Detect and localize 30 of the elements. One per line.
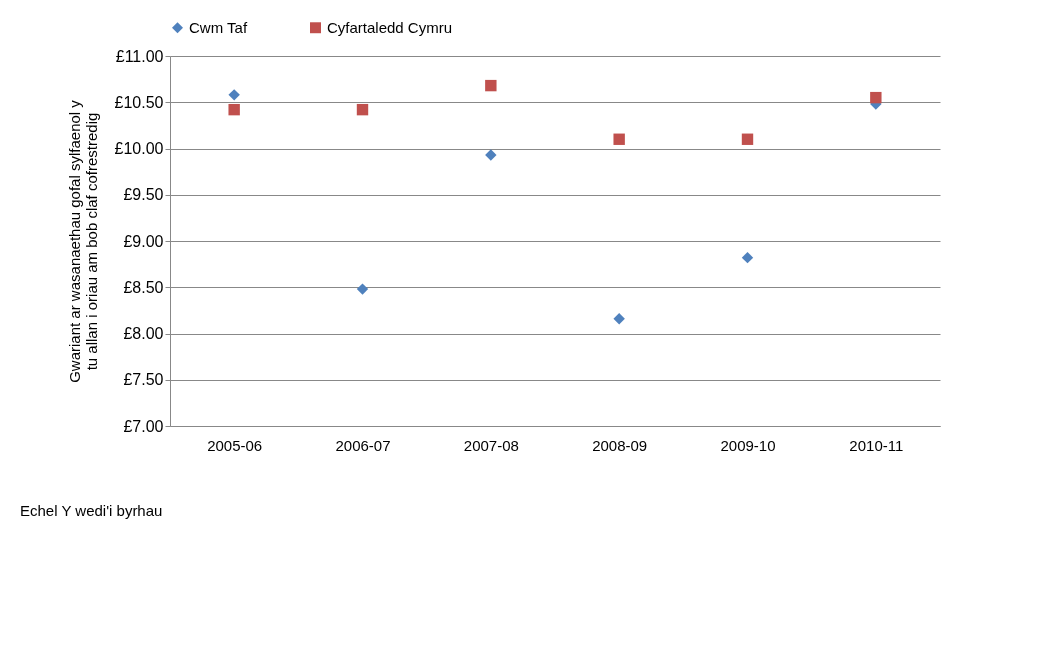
y-tick-label: £8.50 <box>123 278 164 296</box>
y-tick-label: £11.00 <box>115 47 164 65</box>
point <box>228 103 240 116</box>
legend-label: Cwm Taf <box>189 18 248 36</box>
point <box>741 133 754 145</box>
point <box>356 103 369 116</box>
y-tick-label: £7.50 <box>123 371 164 389</box>
point <box>741 251 754 264</box>
y-tick-label: £9.50 <box>123 186 164 204</box>
point <box>485 79 497 92</box>
point <box>485 149 497 161</box>
x-tick-label: 2005-06 <box>207 436 263 454</box>
y-tick-label: £7.00 <box>123 417 164 435</box>
y-tick-label: £10.50 <box>114 93 164 111</box>
point <box>356 283 369 295</box>
point <box>870 91 882 104</box>
y-tick-label: £10.00 <box>114 140 164 157</box>
point <box>613 133 625 145</box>
x-tick-label: 2008-09 <box>592 436 648 454</box>
point <box>228 89 240 101</box>
x-tick-label: 2009-10 <box>720 436 776 454</box>
point <box>613 313 625 325</box>
x-tick-label: 2006-07 <box>335 436 391 454</box>
legend-label: Cyfartaledd Cymru <box>327 18 453 36</box>
text: Echel Y wedi'i byrhau <box>20 502 163 519</box>
y-tick-label: £8.00 <box>123 325 164 342</box>
y-axis-title: Gwariant ar wasanaethau gofal sylfaenol y tu allan i oriau am bob claf cofrestredig <box>65 99 100 383</box>
x-tick-label: 2007-08 <box>463 436 519 454</box>
y-tick-label: £9.00 <box>123 232 164 250</box>
x-tick-label: 2010-11 <box>849 436 904 454</box>
